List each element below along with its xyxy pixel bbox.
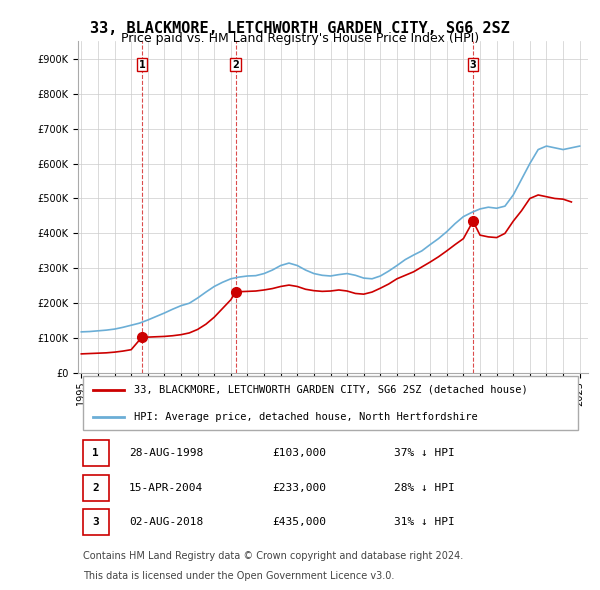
Text: £103,000: £103,000 [272,448,326,458]
Text: 33, BLACKMORE, LETCHWORTH GARDEN CITY, SG6 2SZ: 33, BLACKMORE, LETCHWORTH GARDEN CITY, S… [90,21,510,35]
FancyBboxPatch shape [83,440,109,466]
Text: 3: 3 [92,517,99,527]
Text: 28% ↓ HPI: 28% ↓ HPI [394,483,455,493]
FancyBboxPatch shape [83,509,109,536]
Text: 28-AUG-1998: 28-AUG-1998 [129,448,203,458]
Text: 37% ↓ HPI: 37% ↓ HPI [394,448,455,458]
Text: 2: 2 [92,483,99,493]
Text: 15-APR-2004: 15-APR-2004 [129,483,203,493]
Text: This data is licensed under the Open Government Licence v3.0.: This data is licensed under the Open Gov… [83,571,394,581]
Text: 3: 3 [470,60,476,70]
Text: 02-AUG-2018: 02-AUG-2018 [129,517,203,527]
Text: 1: 1 [139,60,145,70]
Text: £233,000: £233,000 [272,483,326,493]
Text: Price paid vs. HM Land Registry's House Price Index (HPI): Price paid vs. HM Land Registry's House … [121,32,479,45]
Text: Contains HM Land Registry data © Crown copyright and database right 2024.: Contains HM Land Registry data © Crown c… [83,551,463,561]
Text: £435,000: £435,000 [272,517,326,527]
Text: 2: 2 [232,60,239,70]
Text: 31% ↓ HPI: 31% ↓ HPI [394,517,455,527]
FancyBboxPatch shape [83,475,109,501]
Text: 33, BLACKMORE, LETCHWORTH GARDEN CITY, SG6 2SZ (detached house): 33, BLACKMORE, LETCHWORTH GARDEN CITY, S… [134,385,528,395]
Text: HPI: Average price, detached house, North Hertfordshire: HPI: Average price, detached house, Nort… [134,412,478,421]
FancyBboxPatch shape [83,376,578,430]
Text: 1: 1 [92,448,99,458]
